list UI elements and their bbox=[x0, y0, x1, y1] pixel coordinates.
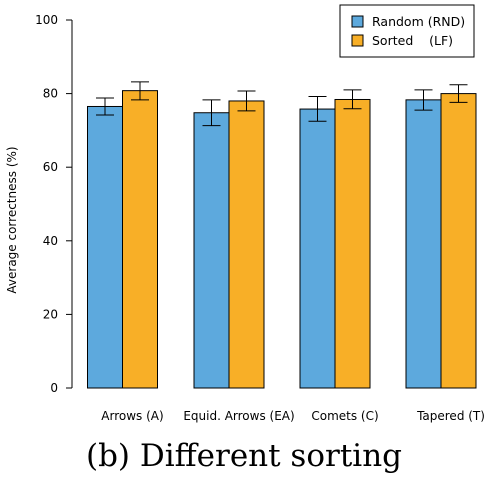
bar-random-2 bbox=[299, 108, 336, 389]
y-tick-label: 20 bbox=[43, 307, 58, 321]
error-bar bbox=[202, 99, 221, 127]
error-bar bbox=[308, 96, 327, 122]
y-tick-label: 80 bbox=[43, 87, 58, 101]
bar-sorted-0 bbox=[122, 90, 158, 389]
x-tick-label: Tapered (T) bbox=[416, 409, 485, 423]
x-tick-label: Equid. Arrows (EA) bbox=[183, 409, 294, 423]
error-bar bbox=[343, 89, 362, 110]
bar-sorted-2 bbox=[334, 98, 371, 389]
error-bar bbox=[414, 89, 433, 111]
bar-random-1 bbox=[193, 112, 230, 389]
legend-label-sorted: Sorted (LF) bbox=[372, 33, 453, 48]
x-tick-label: Arrows (A) bbox=[101, 409, 163, 423]
bars bbox=[87, 90, 477, 389]
y-tick-label: 100 bbox=[35, 13, 58, 27]
figure-caption: (b) Different sorting bbox=[86, 438, 402, 474]
y-axis-title: Average correctness (%) bbox=[5, 146, 19, 293]
y-tick-label: 60 bbox=[43, 160, 58, 174]
bar-random-3 bbox=[405, 99, 442, 389]
legend-swatch-random bbox=[351, 15, 364, 28]
x-tick-label: Comets (C) bbox=[311, 409, 378, 423]
error-bar bbox=[131, 81, 149, 101]
error-bar bbox=[449, 84, 468, 103]
bar-sorted-1 bbox=[228, 100, 265, 389]
legend: Random (RND) Sorted (LF) bbox=[339, 4, 475, 58]
y-tick-label: 0 bbox=[50, 381, 58, 395]
y-tick-label: 40 bbox=[43, 234, 58, 248]
bar-random-0 bbox=[87, 105, 123, 389]
error-bar bbox=[237, 90, 256, 112]
error-bar bbox=[96, 97, 114, 116]
y-axis: 0 20 40 60 80 100 bbox=[35, 13, 73, 395]
error-bars bbox=[96, 81, 468, 127]
bar-sorted-3 bbox=[440, 93, 477, 389]
legend-box bbox=[339, 4, 475, 58]
x-axis-labels: Arrows (A) Equid. Arrows (EA) Comets (C) Ta… bbox=[101, 409, 485, 423]
legend-label-random: Random (RND) bbox=[372, 14, 465, 29]
legend-swatch-sorted bbox=[351, 34, 364, 47]
